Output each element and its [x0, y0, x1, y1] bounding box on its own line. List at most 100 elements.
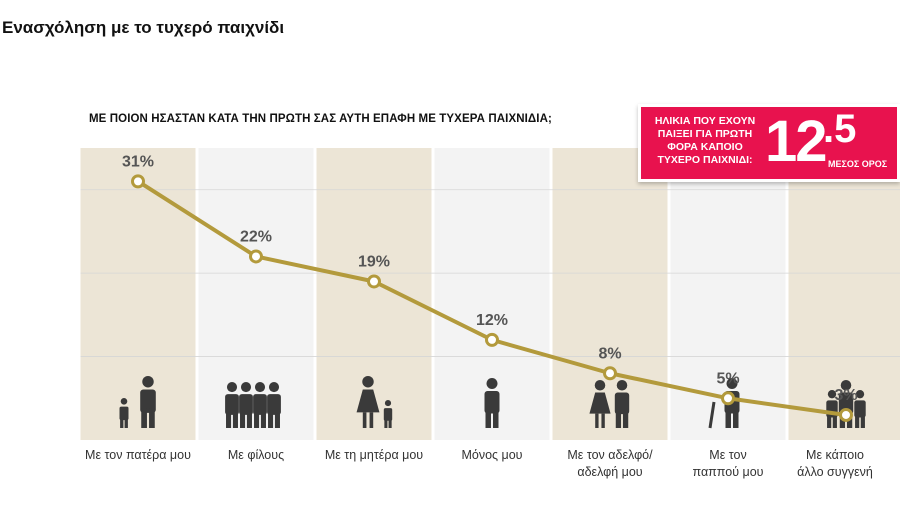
data-point — [131, 174, 145, 189]
data-point — [367, 274, 381, 289]
value-label: 19% — [358, 253, 390, 270]
person-leg — [268, 410, 274, 428]
person-leg — [855, 413, 860, 428]
person-head — [254, 382, 266, 393]
person-head — [362, 376, 374, 388]
person-head — [840, 380, 852, 391]
category-label-line: Με τη μητέρα μου — [324, 448, 424, 462]
person-leg — [369, 412, 374, 428]
callout-line: ΦΟΡΑ ΚΑΠΟΙΟ — [667, 141, 743, 153]
gridlines — [80, 189, 900, 357]
person-leg — [124, 416, 128, 428]
data-point — [721, 391, 735, 406]
data-point — [839, 407, 853, 422]
category-label-line: Με φίλους — [227, 448, 285, 462]
person-leg — [725, 409, 731, 428]
person-leg — [622, 409, 629, 428]
page-title: Ενασχόληση με το τυχερό παιχνίδι — [2, 18, 285, 37]
person-body — [854, 400, 866, 418]
person-leg — [615, 409, 622, 428]
category-label-line: Με τον αδελφό/ — [567, 448, 653, 462]
data-point — [485, 332, 499, 347]
person-leg — [601, 413, 605, 428]
person-leg — [827, 413, 832, 428]
person-head — [855, 390, 865, 399]
data-point — [249, 249, 263, 264]
person-body — [225, 394, 239, 415]
category-label: Με κάποιο άλλο συγγενή — [770, 447, 900, 481]
category-label-line: παππού μου — [692, 465, 764, 479]
person-leg — [832, 413, 837, 428]
person-head — [142, 376, 154, 388]
value-label: 22% — [240, 228, 272, 245]
person-leg — [246, 410, 252, 428]
category-label: Μόνος μου — [427, 447, 557, 464]
person-leg — [384, 417, 388, 428]
person-leg — [860, 413, 865, 428]
category-label: Με τον πατέρα μου — [73, 447, 203, 464]
person-body — [838, 392, 854, 415]
person-leg — [141, 408, 147, 428]
person-head — [268, 382, 280, 393]
person-body — [614, 392, 630, 415]
category-label-line: Μόνος μου — [461, 448, 523, 462]
value-labels: 31% 22% 19% 12% 8% 5% 3% — [122, 153, 858, 404]
person-dress — [589, 392, 611, 414]
background-bands — [80, 148, 900, 440]
value-label: 8% — [598, 345, 621, 362]
category-label: Με φίλους — [191, 447, 321, 464]
person-leg — [260, 410, 266, 428]
category-band — [80, 148, 196, 440]
value-label: 31% — [122, 153, 154, 170]
person-head — [384, 400, 392, 407]
person-head — [486, 378, 498, 389]
person-leg — [149, 408, 155, 428]
person-leg — [274, 410, 280, 428]
person-leg — [226, 410, 232, 428]
category-band — [198, 148, 314, 440]
callout-value-integer: 12 — [765, 109, 827, 174]
father-child-icon — [119, 376, 156, 428]
person-leg — [120, 416, 124, 428]
person-body — [484, 391, 500, 414]
cane — [708, 401, 716, 429]
person-body — [267, 394, 281, 415]
person-dress — [356, 389, 380, 413]
value-label: 12% — [476, 312, 508, 329]
category-label-line: Με τον πατέρα μου — [85, 448, 191, 462]
person-body — [140, 389, 156, 413]
person-leg — [362, 412, 367, 428]
person-head — [226, 382, 238, 393]
category-label-line: Με κάποιο — [806, 448, 864, 462]
callout-value-decimal: .5 — [823, 107, 857, 151]
friends-group-icon — [225, 382, 281, 428]
category-label: Με τον αδελφό/αδελφή μου — [545, 447, 675, 481]
category-band — [788, 148, 900, 440]
category-label: Με τη μητέρα μου — [309, 447, 439, 464]
category-label-line: άλλο συγγενή — [797, 465, 873, 479]
callout-sublabel: ΜΕΣΟΣ ΟΡΟΣ — [828, 159, 888, 169]
data-points — [131, 174, 853, 422]
value-label: 3% — [834, 387, 857, 404]
callout-line: ΠΑΙΞΕΙ ΓΙΑ ΠΡΩΤΗ — [657, 128, 753, 140]
callout-line: ΤΥΧΕΡΟ ΠΑΙΧΝΙΔΙ: — [657, 154, 753, 166]
person-leg — [733, 409, 739, 428]
person-leg — [254, 410, 260, 428]
person-leg — [485, 409, 491, 428]
person-head — [726, 378, 738, 389]
callout-line: ΗΛΙΚΙΑ ΠΟΥ ΕΧΟΥΝ — [654, 115, 756, 127]
category-label: Με τον παππού μου — [663, 447, 793, 481]
person-head — [240, 382, 252, 393]
callout-text: ΗΛΙΚΙΑ ΠΟΥ ΕΧΟΥΝ ΠΑΙΞΕΙ ΓΙΑ ΠΡΩΤΗ ΦΟΡΑ Κ… — [645, 115, 765, 167]
person-leg — [388, 417, 392, 428]
person-head — [120, 398, 128, 405]
person-leg — [240, 410, 246, 428]
mother-child-icon — [356, 376, 393, 428]
person-body — [253, 394, 267, 415]
category-label-line: αδελφή μου — [577, 465, 643, 479]
category-band — [316, 148, 432, 440]
siblings-icon — [589, 380, 630, 428]
category-band — [552, 148, 668, 440]
chart-question: ΜΕ ΠΟΙΟΝ ΗΣΑΣΤΑΝ ΚΑΤΑ ΤΗΝ ΠΡΩΤΗ ΣΑΣ ΑΥΤΗ… — [89, 113, 552, 125]
value-label: 5% — [716, 370, 739, 387]
